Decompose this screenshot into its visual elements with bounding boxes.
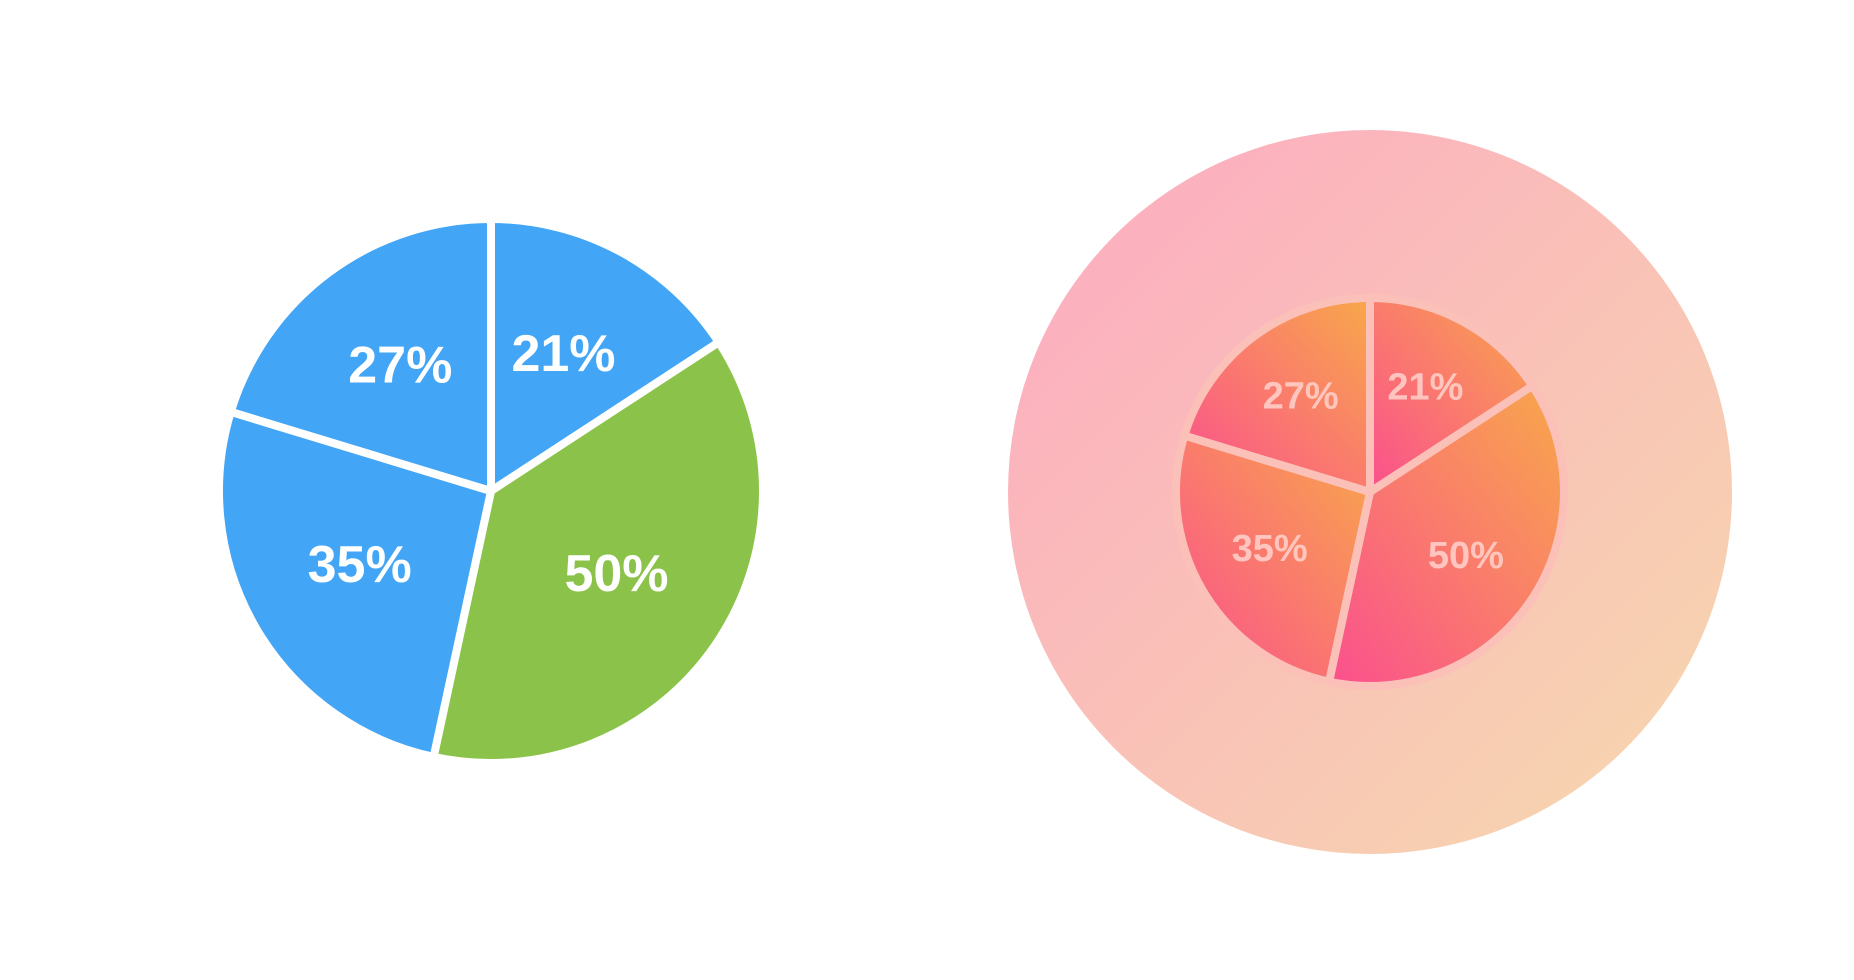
slice-label: 50% [1428, 535, 1504, 577]
pie-chart: 21% 50% 35% 27% [1008, 130, 1732, 854]
slice-label: 35% [1232, 528, 1308, 570]
slice-label: 50% [564, 545, 668, 603]
pie-slice [429, 338, 767, 767]
pie-slice [487, 215, 723, 495]
pie-slice [1325, 381, 1568, 690]
pie-slice [1366, 294, 1537, 496]
slice-label: 21% [511, 325, 615, 383]
slice-label: 21% [1387, 367, 1463, 409]
pie-slice [1172, 431, 1374, 686]
pie-slice [215, 407, 495, 761]
slice-label: 35% [308, 536, 412, 594]
pie-slice [226, 215, 495, 495]
pie-slice [1180, 294, 1374, 496]
slice-label: 27% [1263, 376, 1339, 418]
pie-chart: 21% 50% 35% 27% [215, 215, 767, 767]
slice-label: 27% [348, 336, 452, 394]
